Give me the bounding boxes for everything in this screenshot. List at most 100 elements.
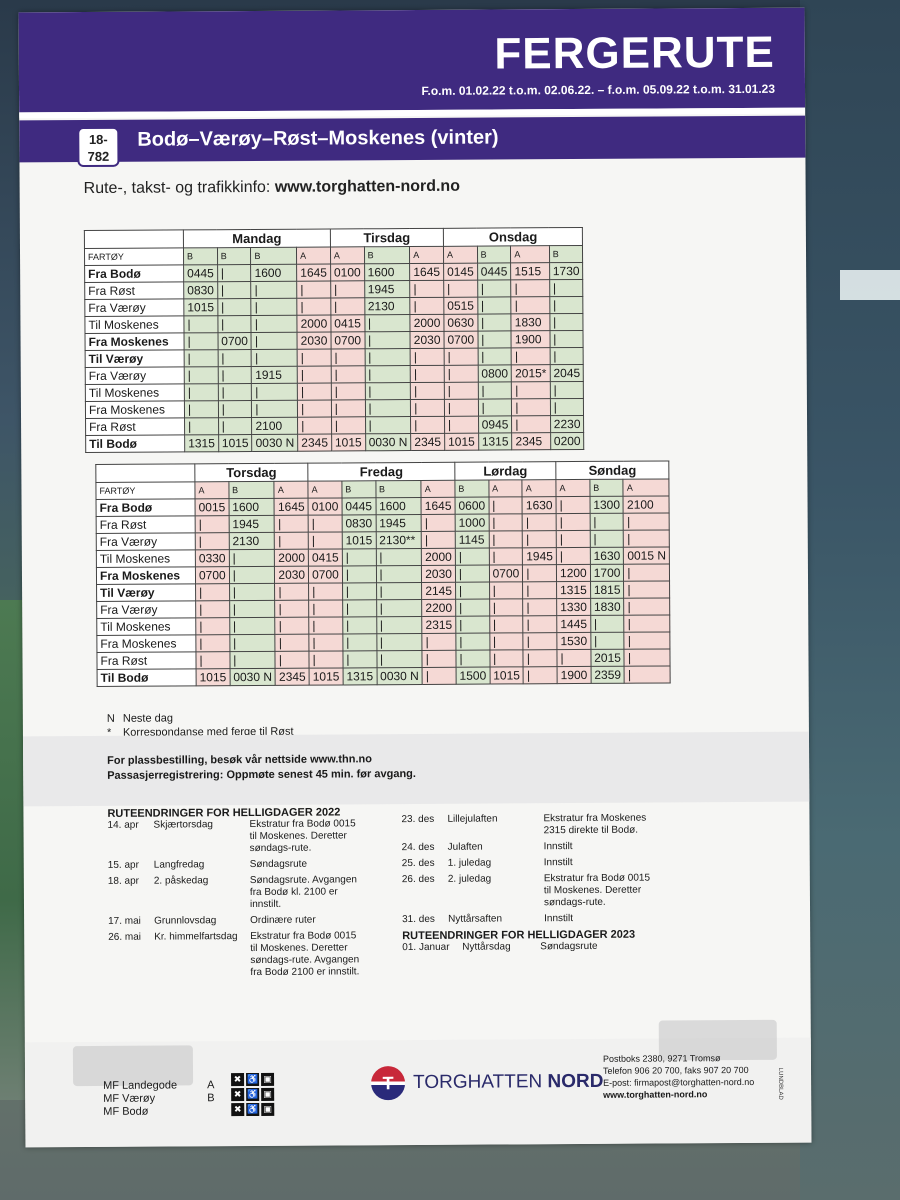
stop-name: Fra Værøy (85, 366, 185, 385)
departure-time: | (421, 531, 456, 549)
vessel-code: B (375, 480, 422, 498)
timetable-mon-wed: Mandag Tirsdag Onsdag FARTØY B B B A A B A A B A B Fra … (84, 227, 585, 453)
departure-time: | (488, 513, 523, 532)
departure-time: 1945 (375, 514, 422, 532)
departure-time: 0700 (308, 565, 343, 584)
day-header: Tirsdag (330, 228, 444, 248)
departure-time: 0100 (330, 263, 365, 282)
departure-time: 1600 (375, 497, 422, 515)
departure-time: | (376, 616, 423, 634)
vessel-code: B (228, 481, 275, 499)
departure-time: | (195, 651, 230, 669)
departure-time: | (342, 616, 377, 634)
departure-time: | (511, 347, 550, 365)
departure-time: 1945 (364, 280, 411, 298)
departure-time: | (275, 617, 309, 635)
departure-time: | (217, 281, 252, 299)
departure-time: | (556, 496, 590, 514)
departure-time: 2100 (623, 495, 670, 514)
departure-time: | (376, 599, 422, 617)
background-light (840, 270, 900, 300)
torghatten-logo: T TORGHATTEN NORD (370, 1065, 604, 1101)
vessel-name: MF Landegode (103, 1079, 178, 1092)
departure-time: 1600 (250, 264, 297, 282)
departure-time: | (444, 382, 479, 400)
departure-time: | (229, 600, 276, 618)
vessel-label: FARTØY (84, 247, 184, 266)
corner-cell (95, 463, 195, 483)
departure-time: | (522, 513, 557, 531)
holiday-date: 23. des (401, 813, 435, 826)
departure-time: | (274, 532, 309, 550)
departure-time: | (511, 381, 551, 399)
departure-time: | (218, 400, 252, 418)
holiday-text: Ekstratur fra Bodø 0015 til Moskenes. De… (250, 930, 360, 979)
vessel-code: A (194, 481, 229, 499)
departure-time: | (556, 649, 591, 667)
vessel-list: MF Landegode A MF Værøy B MF Bodø (103, 1079, 215, 1119)
departure-time: 0100 (308, 497, 342, 516)
accessibility-icons: ✖ ♿ ▣ ✖ ♿ ▣ ✖ ♿ ▣ (231, 1072, 275, 1117)
departure-time: 1945 (522, 547, 557, 565)
departure-time: 1645 (409, 263, 444, 281)
holidays-2022-left: RUTEENDRINGER FOR HELLIGDAGER 2022 14. a… (107, 806, 360, 984)
departure-time: 0945 (478, 415, 512, 434)
departure-time: | (308, 599, 343, 618)
departure-time: | (217, 349, 252, 367)
departure-time: 1600 (228, 498, 275, 516)
day-header: Søndag (555, 460, 670, 480)
departure-time: | (297, 366, 332, 384)
departure-time: | (549, 330, 584, 348)
departure-time: | (624, 648, 671, 667)
departure-time: | (522, 530, 557, 548)
departure-time: | (184, 400, 219, 418)
stop-name: Fra Røst (96, 651, 197, 670)
departure-time: | (308, 616, 343, 635)
departure-time: | (624, 614, 670, 633)
departure-time: | (330, 297, 365, 316)
departure-time: | (365, 416, 411, 434)
departure-time: 1015 (309, 667, 343, 686)
departure-time: | (195, 617, 230, 635)
holiday-row: 18. apr 2. påskedag Søndagsrute. Avgangen … (108, 874, 360, 912)
departure-time: | (364, 382, 411, 400)
wheelchair-icon: ♿ (246, 1072, 260, 1087)
departure-time: 1015 (444, 433, 479, 451)
timetable-thu-sun: Torsdag Fredag Lørdag Søndag FARTØY A B A A B B A B A… (95, 460, 671, 687)
holiday-text: Søndagsrute (540, 940, 598, 953)
departure-time: 1830 (511, 313, 550, 331)
departure-time: 1015 (342, 531, 376, 549)
info-prefix: Rute-, takst- og trafikkinfo: (83, 178, 275, 198)
departure-time: | (251, 298, 298, 316)
vessel-name: MF Værøy (103, 1092, 156, 1105)
departure-time: 0700 (489, 564, 523, 583)
vessel-code: A (443, 246, 478, 264)
departure-time: | (523, 666, 558, 684)
contact-web[interactable]: www.torghatten-nord.no (603, 1089, 708, 1100)
departure-time: | (511, 296, 550, 314)
departure-time: 2000 (410, 314, 444, 332)
day-header: Torsdag (194, 463, 309, 482)
departure-time: | (522, 598, 557, 616)
departure-time: 0830 (341, 514, 376, 532)
departure-time: | (523, 632, 557, 650)
info-url[interactable]: www.torghatten-nord.no (274, 177, 461, 196)
stop-name: Til Moskenes (96, 549, 196, 568)
departure-time: | (489, 581, 523, 600)
departure-time: | (342, 548, 376, 566)
route-title: Bodø–Værøy–Røst–Moskenes (vinter) (137, 126, 499, 151)
departure-time: 2130 (228, 532, 275, 550)
stop-name: Fra Bodø (84, 264, 184, 283)
departure-time: | (251, 281, 297, 299)
holiday-text: Innstilt (543, 841, 573, 853)
holiday-date: 15. apr (107, 859, 139, 871)
departure-time: | (477, 279, 512, 298)
departure-time: | (511, 398, 551, 416)
departure-time: 0700 (330, 331, 365, 350)
departure-time: | (623, 580, 670, 599)
holiday-date: 26. des (401, 873, 435, 886)
booking-line-2: Passasjerregistrering: Oppmøte senest 45… (107, 767, 416, 782)
vessel-code: A (488, 479, 523, 498)
accessibility-icon: ✖ (231, 1103, 245, 1117)
departure-time: | (251, 400, 298, 418)
